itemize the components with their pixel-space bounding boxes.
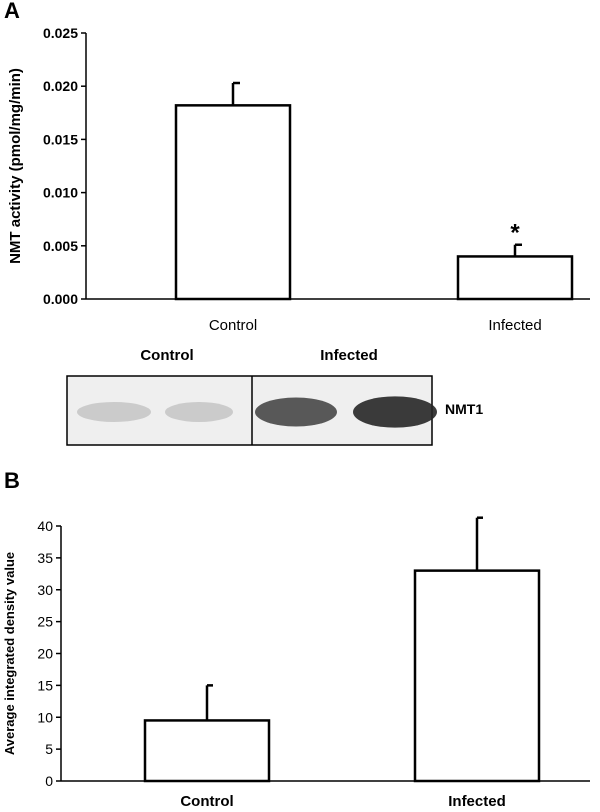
y-tick-label: 0.015 <box>43 131 78 147</box>
y-tick-label: 30 <box>37 582 53 598</box>
y-tick-label: 0.000 <box>43 291 78 307</box>
y-tick-label: 20 <box>37 646 53 662</box>
blot-lane-label-control: Control <box>140 347 193 364</box>
blot-band <box>77 402 151 422</box>
x-tick-label: Infected <box>448 793 506 810</box>
blot-lane-label-infected: Infected <box>320 347 378 364</box>
bar-infected <box>413 569 541 783</box>
y-tick-label: 40 <box>37 518 53 534</box>
y-tick-label: 0 <box>45 773 53 789</box>
x-tick-label: Infected <box>488 317 541 334</box>
western-blot: Control Infected NMT1 <box>66 347 483 446</box>
y-tick-label: 0.020 <box>43 78 78 94</box>
x-tick-label: Control <box>209 317 257 334</box>
y-tick-label: 5 <box>45 741 53 757</box>
y-tick-label: 0.025 <box>43 25 78 41</box>
bar-control <box>143 719 271 783</box>
y-axis-label: NMT activity (pmol/mg/min) <box>7 68 24 264</box>
chart-b: 0 5 10 15 20 25 30 35 40 Average integrated densi… <box>2 516 590 810</box>
y-axis-label: Average integrated density value <box>2 552 17 755</box>
x-tick-label: Control <box>180 793 233 810</box>
chart-a: 0.000 0.005 0.010 0.015 0.020 0.025 NMT activi… <box>7 25 590 334</box>
y-tick-label: 0.010 <box>43 185 78 201</box>
panel-label-a: A <box>4 0 20 23</box>
blot-band <box>165 402 233 422</box>
y-tick-label: 35 <box>37 550 53 566</box>
y-tick-label: 25 <box>37 614 53 630</box>
y-tick-label: 10 <box>37 709 53 725</box>
bar-control <box>174 104 292 301</box>
blot-band-label: NMT1 <box>445 401 483 417</box>
blot-band <box>255 397 337 427</box>
blot-bands <box>77 396 437 428</box>
y-tick-label: 15 <box>37 677 53 693</box>
panel-label-b: B <box>4 468 20 493</box>
y-tick-label: 0.005 <box>43 238 78 254</box>
blot-band <box>353 396 437 428</box>
significance-marker: * <box>510 220 520 247</box>
bar-infected <box>456 255 574 301</box>
